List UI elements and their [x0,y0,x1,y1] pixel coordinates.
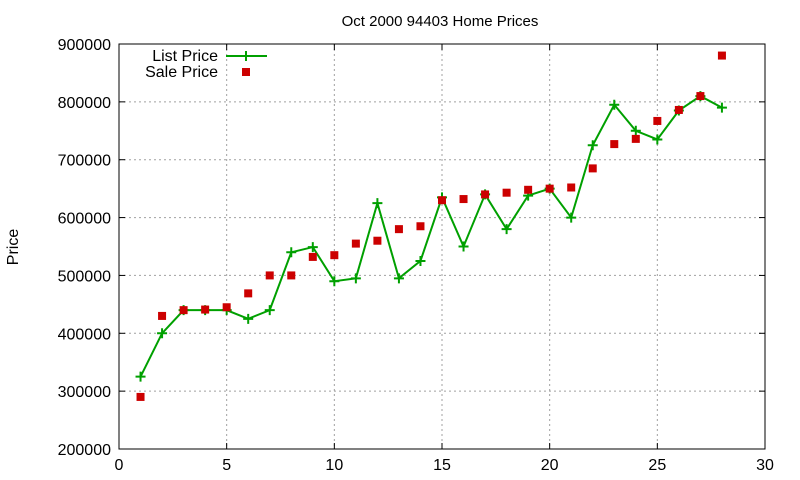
list-price-point [243,313,254,324]
x-tick-label: 30 [756,457,774,474]
sale-price-point [524,185,533,194]
x-tick-label: 25 [648,457,666,474]
sale-price-point [201,305,210,314]
list-price-point [329,276,340,287]
sale-price-point [394,225,403,234]
sale-price-point [610,140,619,149]
sale-price-point [631,134,640,143]
list-price-point [157,328,168,339]
list-price-point [652,134,663,145]
sale-price-point [588,164,597,173]
sale-price-point [502,188,511,197]
sale-price-point [244,289,253,298]
sale-price-point [696,92,705,101]
legend-marker-sale-price [242,68,250,76]
y-tick-label: 500000 [58,268,111,285]
sale-price-point [179,306,188,315]
list-price-point [286,247,297,258]
sale-price-point [459,195,468,204]
sale-price-point [653,116,662,125]
x-tick-label: 0 [115,457,124,474]
sale-price-point [438,196,446,205]
sale-price-point [136,392,145,401]
y-tick-label: 800000 [58,95,111,112]
x-tick-label: 10 [325,457,343,474]
list-price-point [501,224,512,235]
legend: List Price Sale Price [145,48,267,81]
sale-price-point [373,236,382,245]
x-tick-label: 5 [222,457,231,474]
x-tick-label: 15 [433,457,451,474]
sale-price-point [265,271,274,280]
tick-labels: 0 5 10 15 20 25 30 200000 300000 400000 500000 6000… [58,37,774,474]
list-price-point [135,371,146,382]
y-tick-label: 300000 [58,384,111,401]
sale-price-point [567,183,576,192]
x-tick-label: 20 [541,457,559,474]
sale-price-point [158,311,167,320]
list-price-point [372,198,383,209]
y-tick-label: 200000 [58,442,111,459]
y-tick-label: 600000 [58,211,111,228]
plot-frame [118,43,766,450]
list-price-point [307,242,318,253]
sale-price-point [330,251,339,260]
list-price-point [264,305,275,316]
list-price-line [139,94,723,378]
series [135,51,727,401]
sale-price-point [351,239,360,248]
sale-price-point [287,271,296,280]
list-price-point [393,273,404,284]
list-price-point [350,273,361,284]
sale-price-point [308,252,317,261]
list-price-point [566,212,577,223]
list-price-point [587,140,598,151]
list-price-point [458,241,469,252]
list-price-point [716,102,727,113]
grid [118,43,766,450]
list-price-point [630,125,641,136]
y-tick-label: 400000 [58,326,111,343]
legend-marker-list-price [241,51,251,61]
chart-title: Oct 2000 94403 Home Prices [342,13,539,30]
sale-price-point [481,190,490,199]
legend-label-list-price: List Price [152,48,218,65]
y-tick-label: 900000 [58,37,111,54]
legend-label-sale-price: Sale Price [145,64,218,81]
sale-price-point [717,51,726,60]
sale-price-point [222,303,231,312]
list-price-point [415,255,426,266]
sale-price-point [674,105,683,114]
y-axis-label: Price [5,229,22,266]
sale-price-point [545,184,554,193]
y-tick-label: 700000 [58,153,111,170]
list-price-point [609,99,620,110]
sale-price-point [416,222,425,231]
